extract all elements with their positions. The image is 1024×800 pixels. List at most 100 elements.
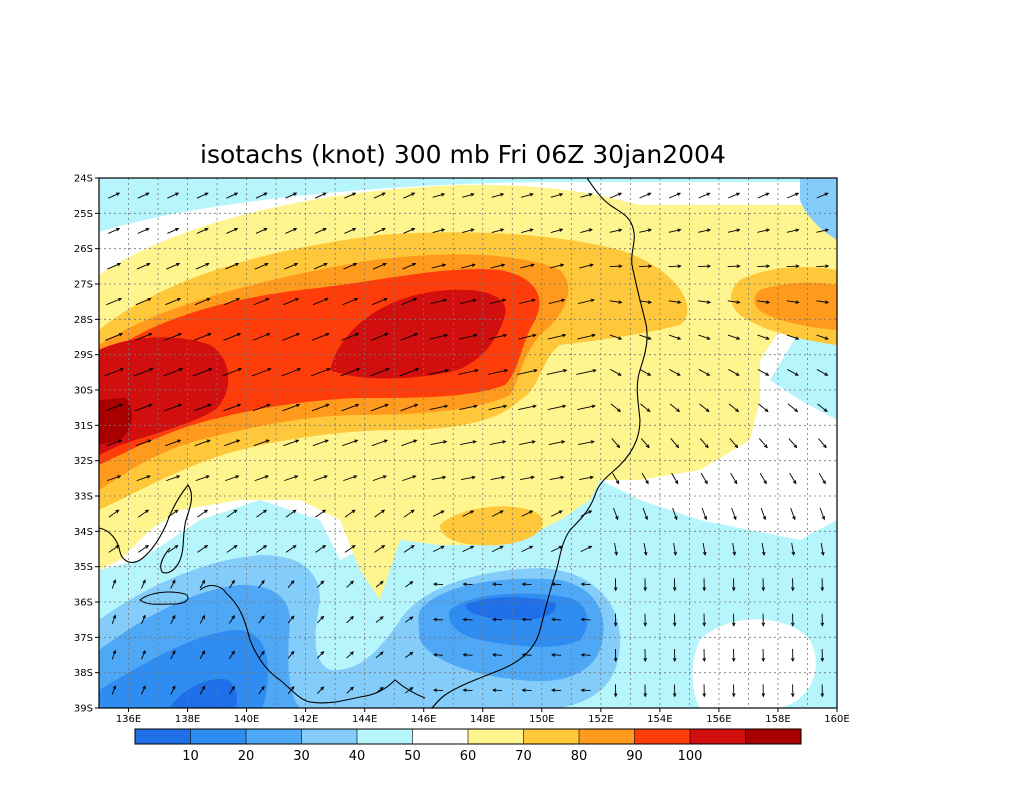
wind-arrow-head: [432, 653, 438, 657]
wind-arrow-head: [385, 368, 390, 372]
wind-arrow-head: [356, 368, 361, 372]
wind-arrow-shaft: [134, 333, 152, 341]
wind-arrow-head: [790, 657, 795, 663]
wind-arrow-head: [294, 475, 299, 479]
wind-arrow-shaft: [285, 228, 297, 234]
wind-arrow-head: [231, 650, 235, 655]
wind-arrow-head: [292, 509, 297, 514]
wind-arrow-shaft: [342, 298, 358, 306]
wind-arrow-shaft: [790, 507, 796, 520]
wind-arrow-head: [643, 657, 647, 663]
isotach-field: [99, 178, 837, 708]
wind-arrow-shaft: [371, 439, 388, 447]
wind-arrow-shaft: [374, 545, 385, 553]
wind-arrow-shaft: [316, 651, 324, 659]
wind-arrow-shaft: [254, 263, 268, 270]
wind-arrow-shaft: [463, 583, 473, 586]
lon-label: 138E: [175, 714, 200, 725]
wind-arrow-shaft: [253, 439, 270, 447]
wind-arrow-shaft: [402, 475, 416, 482]
wind-arrow-head: [561, 440, 566, 444]
wind-arrow-shaft: [226, 192, 238, 199]
wind-arrow-head: [551, 688, 556, 693]
wind-arrow-head: [295, 297, 300, 302]
wind-arrow-head: [820, 587, 825, 592]
wind-arrow-head: [613, 622, 618, 627]
wind-arrow-shaft: [315, 545, 326, 553]
wind-arrow-head: [442, 263, 447, 267]
wind-arrow-head: [533, 368, 538, 373]
wind-arrow-head: [115, 509, 120, 514]
wind-arrow-shaft: [255, 192, 268, 199]
wind-arrow-shaft: [192, 368, 212, 377]
lat-label: 26S: [74, 244, 93, 255]
wind-arrow-head: [263, 192, 268, 196]
wind-arrow-head: [204, 544, 209, 549]
wind-arrow-head: [470, 545, 475, 550]
lat-label: 27S: [74, 280, 93, 291]
wind-arrow-head: [264, 475, 269, 479]
wind-arrow-head: [674, 480, 679, 485]
wind-arrow-shaft: [546, 369, 567, 375]
wind-arrow-shaft: [760, 507, 766, 520]
wind-arrow-head: [293, 228, 298, 232]
wind-arrow-head: [470, 228, 475, 232]
wind-arrow-head: [618, 228, 623, 233]
wind-arrow-head: [266, 332, 271, 337]
wind-arrow-head: [706, 372, 711, 376]
wind-arrow-shaft: [258, 615, 265, 624]
wind-arrow-head: [736, 300, 741, 304]
wind-arrow-shaft: [639, 369, 651, 376]
wind-arrow-head: [793, 444, 798, 449]
wind-arrow-shaft: [106, 475, 121, 482]
wind-arrow-head: [144, 509, 150, 514]
wind-arrow-head: [791, 551, 796, 556]
wind-arrow-head: [264, 262, 269, 267]
wind-arrow-head: [822, 480, 826, 485]
wind-arrow-shaft: [612, 472, 620, 484]
wind-arrow-head: [414, 332, 419, 337]
wind-arrow-head: [531, 440, 536, 444]
wind-arrow-head: [176, 262, 181, 267]
wind-arrow-shaft: [226, 509, 237, 518]
wind-arrow-head: [588, 510, 593, 514]
colorbar-swatch: [690, 729, 746, 744]
wind-arrow-shaft: [521, 193, 533, 198]
wind-arrow-head: [471, 263, 476, 267]
wind-arrow-shaft: [786, 334, 799, 340]
wind-arrow-shaft: [433, 689, 443, 692]
wind-arrow-shaft: [548, 441, 565, 445]
wind-arrow-shaft: [549, 476, 564, 481]
wind-arrow-shaft: [167, 192, 179, 199]
wind-arrow-shaft: [489, 441, 506, 445]
wind-arrow-head: [379, 616, 384, 620]
wind-arrow-head: [381, 544, 386, 549]
wind-arrow-head: [146, 262, 151, 267]
colorbar-swatch: [357, 729, 413, 744]
wind-arrow-shaft: [312, 298, 328, 306]
wind-arrow-head: [735, 372, 740, 376]
map-frame: [98, 177, 838, 709]
wind-arrow-head: [322, 192, 327, 196]
wind-arrow-shaft: [579, 264, 593, 269]
wind-arrow-head: [208, 368, 213, 372]
wind-arrow-head: [762, 516, 767, 521]
wind-arrow-head: [560, 263, 565, 267]
wind-arrow-head: [293, 192, 298, 196]
wind-arrow-head: [706, 300, 712, 304]
wind-arrow-head: [615, 480, 620, 485]
colorbar-swatch: [634, 729, 691, 744]
wind-arrow-head: [491, 617, 497, 622]
wind-arrow-head: [764, 444, 768, 449]
wind-arrow-shaft: [672, 507, 678, 520]
wind-arrow-shaft: [521, 510, 533, 517]
wind-arrow-shaft: [579, 476, 594, 481]
wind-arrow-head: [559, 193, 564, 197]
wind-arrow-head: [178, 368, 184, 372]
wind-arrow-head: [201, 614, 206, 619]
wind-arrow-shaft: [727, 300, 740, 303]
wind-arrow-head: [441, 228, 446, 232]
wind-arrow-head: [177, 332, 183, 337]
wind-arrow-shaft: [170, 580, 176, 589]
wind-arrow-shaft: [698, 334, 710, 340]
